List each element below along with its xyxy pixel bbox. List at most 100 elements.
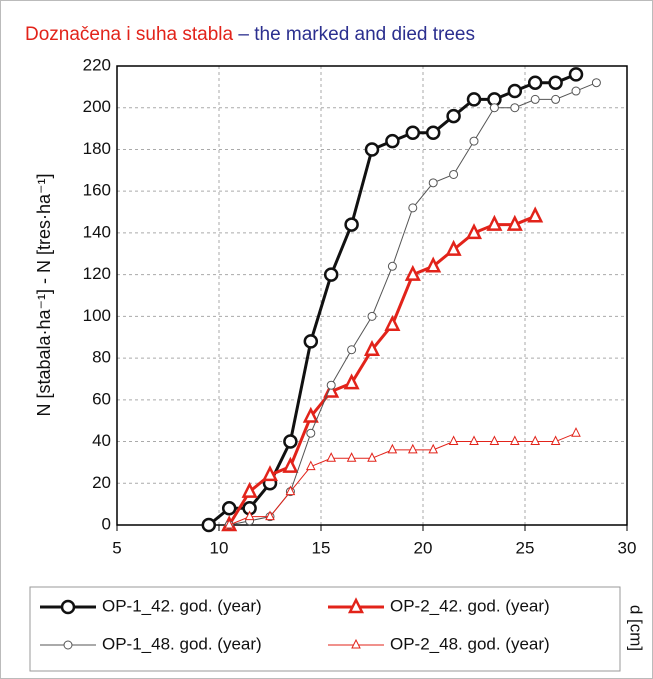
- legend-label: OP-1_42. god. (year): [102, 596, 262, 615]
- y-tick-label: 60: [92, 389, 111, 408]
- point: [285, 485, 296, 496]
- y-tick-label: 140: [83, 222, 111, 241]
- legend-box: [29, 586, 621, 672]
- series-line: [227, 214, 536, 526]
- legend-label: OP-2_48. god. (year): [390, 634, 550, 653]
- point: [509, 435, 520, 446]
- legend-item: OP-2_42. god. (year): [328, 596, 550, 615]
- point: [387, 261, 397, 271]
- point: [486, 214, 503, 231]
- y-tick-label: 80: [92, 348, 111, 367]
- point: [407, 443, 418, 454]
- x-tick-label: 20: [414, 538, 433, 557]
- point: [367, 311, 377, 321]
- point: [571, 427, 581, 437]
- y-axis-label: N [stabala·ha⁻¹] - N [tres·ha⁻¹]: [34, 173, 54, 416]
- point: [527, 75, 543, 90]
- x-tick-label: 10: [210, 538, 229, 557]
- point: [347, 597, 365, 614]
- point: [265, 510, 275, 521]
- point: [323, 267, 339, 282]
- point: [527, 206, 544, 223]
- point: [244, 510, 255, 521]
- point: [347, 345, 357, 355]
- point: [387, 443, 398, 454]
- point: [326, 380, 336, 390]
- y-tick-label: 200: [83, 97, 111, 116]
- point: [469, 136, 479, 146]
- plot-area: [116, 65, 628, 526]
- point: [224, 518, 235, 529]
- point: [363, 339, 381, 356]
- series-line: [229, 432, 577, 526]
- point: [571, 86, 581, 96]
- point: [428, 443, 439, 454]
- point: [591, 78, 601, 88]
- legend-item: OP-1_48. god. (year): [40, 634, 262, 653]
- point: [282, 456, 299, 473]
- point: [344, 217, 359, 232]
- point: [466, 92, 482, 107]
- point: [405, 125, 421, 141]
- y-tick-label: 100: [83, 306, 111, 325]
- point: [221, 501, 237, 516]
- point: [404, 264, 421, 281]
- point: [364, 142, 380, 157]
- x-axis-label: d [cm]: [627, 605, 646, 651]
- point: [306, 428, 316, 438]
- point: [367, 452, 377, 462]
- y-tick-label: 20: [92, 473, 111, 492]
- y-tick-label: 160: [83, 181, 111, 200]
- point: [550, 435, 561, 446]
- x-tick-label: 5: [112, 538, 121, 557]
- point: [384, 314, 401, 331]
- point: [60, 599, 76, 615]
- point: [303, 334, 319, 349]
- point: [548, 75, 563, 90]
- x-tick-label: 30: [618, 538, 637, 557]
- point: [425, 125, 441, 141]
- point: [445, 239, 462, 256]
- point: [551, 94, 561, 104]
- point: [283, 434, 298, 449]
- point: [530, 94, 540, 104]
- point: [302, 406, 319, 423]
- y-tick-label: 40: [92, 431, 111, 450]
- point: [568, 67, 584, 82]
- point: [343, 373, 360, 390]
- point: [385, 133, 400, 149]
- y-tick-label: 120: [83, 264, 111, 283]
- legend-item: OP-1_42. god. (year): [40, 596, 262, 615]
- title-hr: Doznačena i suha stabla: [25, 24, 234, 45]
- point: [241, 481, 258, 498]
- point: [530, 435, 541, 446]
- point: [408, 203, 418, 213]
- point: [489, 103, 499, 113]
- y-tick-label: 0: [102, 514, 111, 533]
- point: [465, 223, 483, 240]
- chart-title: Doznačena i suha stabla – the marked and…: [25, 24, 475, 45]
- point: [448, 435, 459, 446]
- x-tick-label: 25: [516, 538, 535, 557]
- point: [326, 452, 337, 462]
- point: [346, 452, 357, 462]
- y-tick-label: 220: [83, 55, 111, 74]
- point: [446, 108, 461, 124]
- point: [510, 103, 520, 113]
- point: [449, 169, 459, 179]
- point: [489, 435, 500, 446]
- point: [305, 460, 316, 471]
- point: [351, 638, 361, 649]
- point: [507, 83, 523, 99]
- y-tick-label: 180: [83, 139, 111, 158]
- point: [63, 640, 73, 650]
- point: [261, 465, 279, 482]
- legend-label: OP-1_48. god. (year): [102, 634, 262, 653]
- legend-label: OP-2_42. god. (year): [390, 596, 550, 615]
- title-en: – the marked and died trees: [238, 24, 475, 45]
- point: [506, 214, 523, 231]
- point: [201, 517, 217, 533]
- legend-item: OP-2_48. god. (year): [328, 634, 550, 653]
